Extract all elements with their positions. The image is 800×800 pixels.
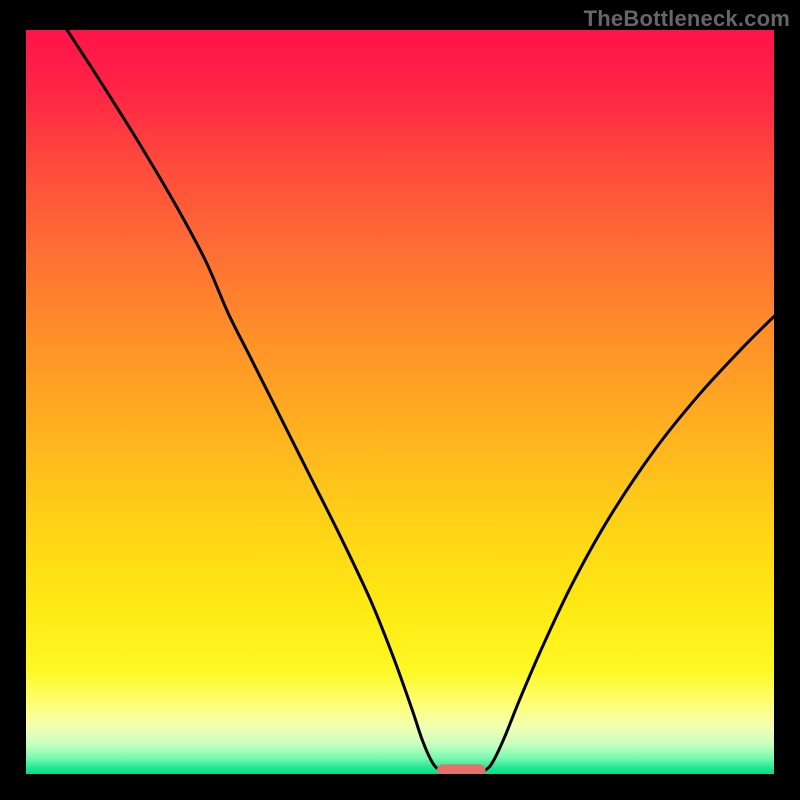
bottleneck-curve-chart — [0, 0, 800, 800]
chart-container: TheBottleneck.com — [0, 0, 800, 800]
optimal-marker — [437, 764, 486, 774]
watermark-text: TheBottleneck.com — [584, 6, 790, 32]
